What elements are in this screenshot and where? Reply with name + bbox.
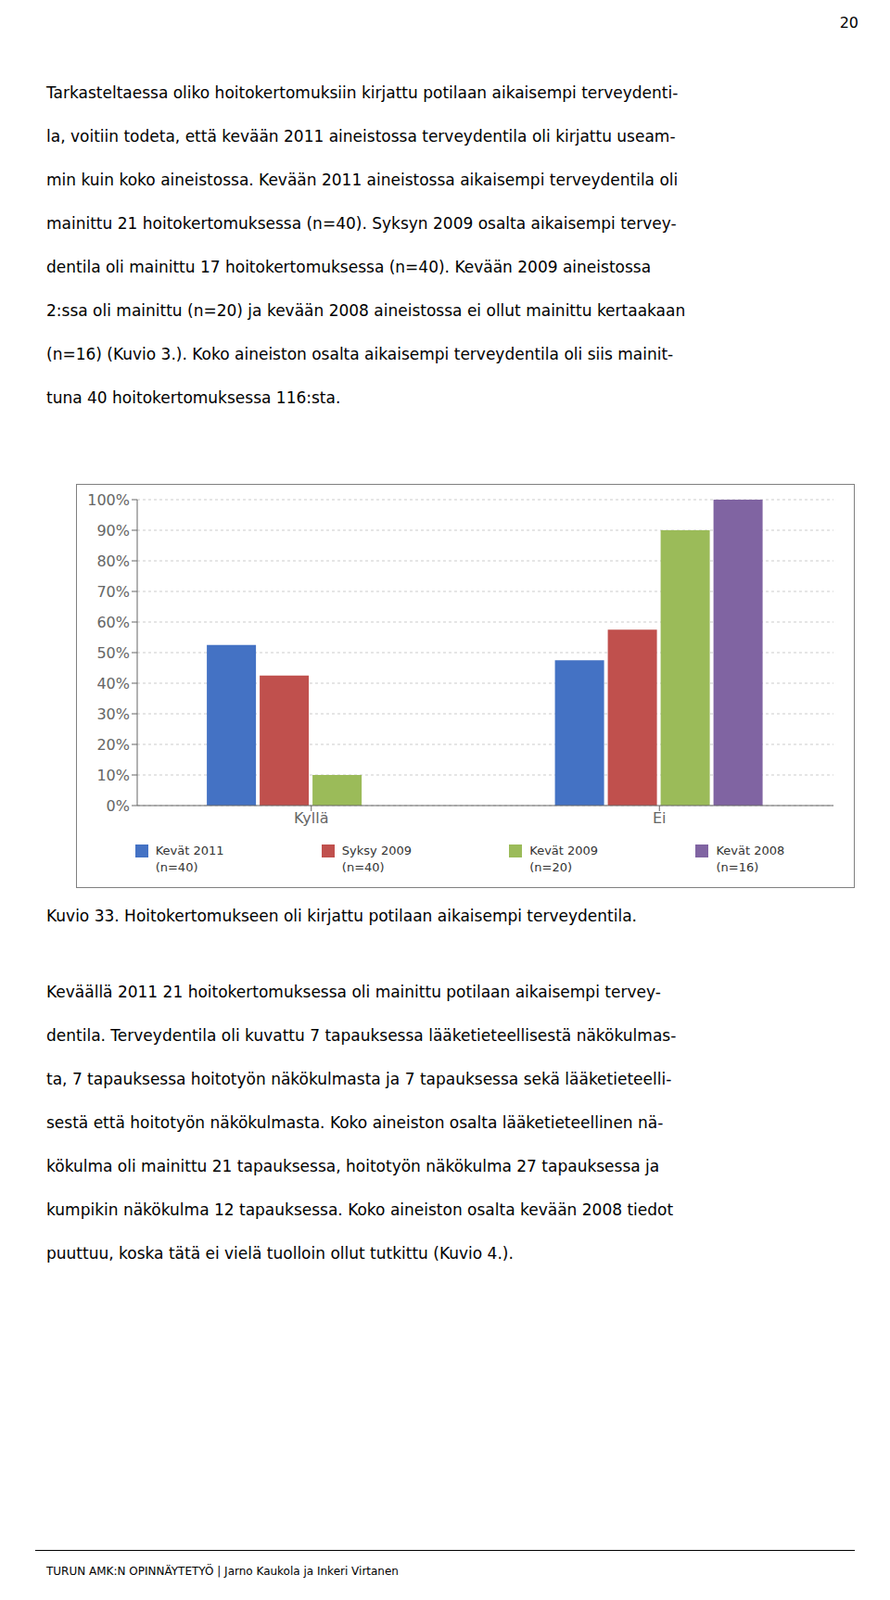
html-text:TURUN AMK:N OPINNÄYTETYÖ | Jar: TURUN AMK:N OPINNÄYTETYÖ | Jarno Kaukola… xyxy=(46,1564,399,1578)
svg-text:70%: 70% xyxy=(96,583,130,601)
svg-text:20%: 20% xyxy=(96,736,130,754)
html-text:Kevät 2011: Kevät 2011 xyxy=(155,843,224,858)
svg-text:90%: 90% xyxy=(96,521,130,540)
html-text:kökulma oli mainittu 21 tapauk: kökulma oli mainittu 21 tapauksessa, hoi… xyxy=(46,1157,660,1176)
html-text:Kevät 2009: Kevät 2009 xyxy=(529,843,599,858)
svg-text:40%: 40% xyxy=(96,674,130,693)
html-text:kumpikin näkökulma 12 tapaukse: kumpikin näkökulma 12 tapauksessa. Koko … xyxy=(46,1200,674,1220)
html-text:Kevät 2008: Kevät 2008 xyxy=(716,843,785,858)
html-text:(n=40): (n=40) xyxy=(341,860,385,875)
svg-text:Kyllä: Kyllä xyxy=(293,809,330,827)
html-text:sestä että hoitotyön näkökulma: sestä että hoitotyön näkökulmasta. Koko … xyxy=(46,1113,664,1132)
html-text:tuna 40 hoitokertomuksessa 116: tuna 40 hoitokertomuksessa 116:sta. xyxy=(46,388,341,407)
html-text:ta, 7 tapauksessa hoitotyön nä: ta, 7 tapauksessa hoitotyön näkökulmasta… xyxy=(46,1069,672,1089)
html-text:Syksy 2009: Syksy 2009 xyxy=(341,843,412,858)
svg-text:Ei: Ei xyxy=(652,809,667,827)
html-text:Keväällä 2011 21 hoitokertomuk: Keväällä 2011 21 hoitokertomuksessa oli … xyxy=(46,982,661,1002)
svg-text:10%: 10% xyxy=(96,766,130,785)
html-text:2:ssa oli mainittu (n=20) ja k: 2:ssa oli mainittu (n=20) ja kevään 2008… xyxy=(46,301,686,320)
html-text:min kuin koko aineistossa. Kev: min kuin koko aineistossa. Kevään 2011 a… xyxy=(46,170,678,190)
html-text:la, voitiin todeta, että kevää: la, voitiin todeta, että kevään 2011 ain… xyxy=(46,127,676,146)
svg-text:80%: 80% xyxy=(96,552,130,571)
svg-text:0%: 0% xyxy=(106,797,130,815)
html-text:(n=16) (Kuvio 3.). Koko aineis: (n=16) (Kuvio 3.). Koko aineiston osalta… xyxy=(46,344,674,364)
html-text:mainittu 21 hoitokertomuksessa: mainittu 21 hoitokertomuksessa (n=40). S… xyxy=(46,214,677,233)
html-text:(n=20): (n=20) xyxy=(529,860,573,875)
svg-text:100%: 100% xyxy=(87,491,130,509)
svg-text:50%: 50% xyxy=(96,644,130,662)
html-text:dentila oli mainittu 17 hoitok: dentila oli mainittu 17 hoitokertomukses… xyxy=(46,257,651,277)
html-text:(n=16): (n=16) xyxy=(716,860,759,875)
svg-text:60%: 60% xyxy=(96,613,130,632)
html-text:(n=40): (n=40) xyxy=(155,860,198,875)
html-text:puuttuu, koska tätä ei vielä t: puuttuu, koska tätä ei vielä tuolloin ol… xyxy=(46,1244,514,1263)
html-text:Tarkasteltaessa oliko hoitoker: Tarkasteltaessa oliko hoitokertomuksiin … xyxy=(46,83,679,102)
html-text:Kuvio 33. Hoitokertomukseen ol: Kuvio 33. Hoitokertomukseen oli kirjattu… xyxy=(46,906,637,926)
html-text:dentila. Terveydentila oli kuv: dentila. Terveydentila oli kuvattu 7 tap… xyxy=(46,1026,677,1045)
svg-text:30%: 30% xyxy=(96,705,130,724)
html-text:20: 20 xyxy=(839,13,859,32)
